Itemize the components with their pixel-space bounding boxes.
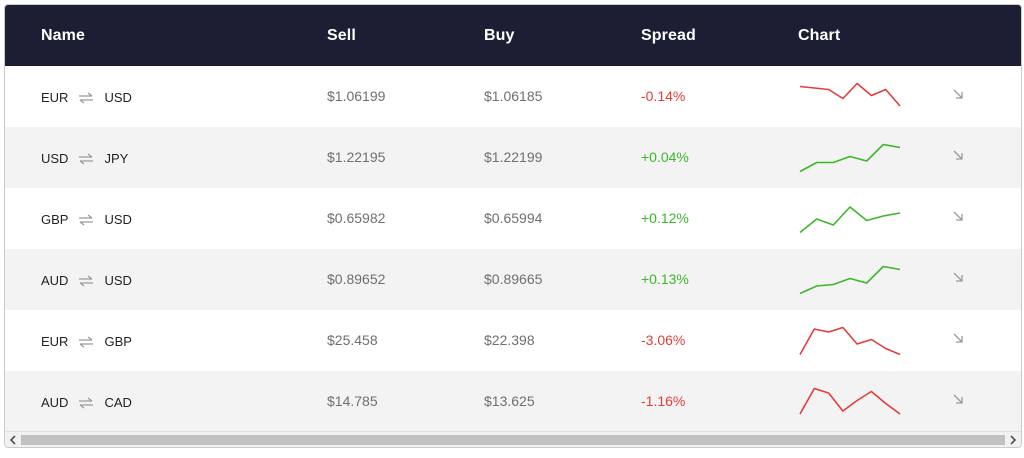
arrow-down-right-icon[interactable] (951, 331, 965, 345)
table-row[interactable]: AUD USD $0.89652 $0.89665 +0.13% (5, 249, 1021, 310)
sparkline-chart (799, 82, 901, 107)
base-currency: AUD (41, 273, 69, 288)
currency-pair: GBP USD (41, 212, 132, 227)
scroll-right-icon[interactable] (1005, 432, 1021, 447)
currency-pair: USD JPY (41, 151, 128, 166)
arrow-down-right-icon[interactable] (951, 87, 965, 101)
sparkline-chart (799, 326, 901, 356)
buy-price: $22.398 (484, 332, 535, 348)
swap-arrows-icon (78, 396, 94, 409)
header-chart: Chart (798, 27, 841, 44)
sell-price: $0.89652 (327, 271, 386, 287)
sparkline-line (799, 206, 901, 234)
sparkline-line (799, 143, 901, 173)
table-row[interactable]: EUR USD $1.06199 $1.06185 -0.14% (5, 66, 1021, 127)
sell-price: $25.458 (327, 332, 378, 348)
swap-arrows-icon (78, 274, 94, 287)
sparkline-chart (799, 143, 901, 173)
arrow-down-right-icon[interactable] (951, 392, 965, 406)
sparkline-line (799, 387, 901, 415)
quote-currency: GBP (104, 334, 132, 349)
swap-arrows-icon (78, 335, 94, 348)
table-row[interactable]: EUR GBP $25.458 $22.398 -3.06% (5, 310, 1021, 371)
spread-value: -0.14% (641, 88, 686, 104)
header-name[interactable]: Name (41, 27, 85, 44)
arrow-down-right-icon[interactable] (951, 270, 965, 284)
buy-price: $0.89665 (484, 271, 543, 287)
sparkline-chart (799, 206, 901, 234)
base-currency: USD (41, 151, 69, 166)
currency-pair: EUR GBP (41, 334, 132, 349)
base-currency: EUR (41, 90, 69, 105)
header-sell[interactable]: Sell (327, 27, 356, 44)
spread-value: -1.16% (641, 393, 686, 409)
base-currency: AUD (41, 395, 69, 410)
sparkline-line (799, 82, 901, 107)
swap-arrows-icon (78, 91, 94, 104)
table-header: Name Sell Buy Spread Chart (5, 5, 1021, 66)
buy-price: $1.22199 (484, 149, 543, 165)
quote-currency: USD (104, 212, 132, 227)
sparkline-chart (799, 387, 901, 415)
sell-price: $1.06199 (327, 88, 386, 104)
table-row[interactable]: AUD CAD $14.785 $13.625 -1.16% (5, 371, 1021, 432)
table-body: EUR USD $1.06199 $1.06185 -0.14% USD JPY $1.22… (5, 66, 1021, 432)
spread-value: +0.13% (641, 271, 689, 287)
sparkline-line (799, 265, 901, 295)
buy-price: $13.625 (484, 393, 535, 409)
currency-pair: EUR USD (41, 90, 132, 105)
buy-price: $0.65994 (484, 210, 543, 226)
sparkline-line (799, 326, 901, 356)
spread-value: +0.04% (641, 149, 689, 165)
quote-currency: JPY (104, 151, 129, 166)
sparkline-chart (799, 265, 901, 295)
scroll-left-icon[interactable] (5, 432, 21, 447)
sell-price: $14.785 (327, 393, 378, 409)
arrow-down-right-icon[interactable] (951, 148, 965, 162)
quote-currency: CAD (104, 395, 132, 410)
sell-price: $0.65982 (327, 210, 386, 226)
swap-arrows-icon (78, 213, 94, 226)
swap-arrows-icon (78, 152, 94, 165)
spread-value: +0.12% (641, 210, 689, 226)
spread-value: -3.06% (641, 332, 686, 348)
quote-currency: USD (104, 273, 132, 288)
buy-price: $1.06185 (484, 88, 543, 104)
header-buy[interactable]: Buy (484, 27, 515, 44)
rates-table: Name Sell Buy Spread Chart EUR USD $1.0619… (4, 4, 1022, 448)
base-currency: GBP (41, 212, 69, 227)
sell-price: $1.22195 (327, 149, 386, 165)
table-row[interactable]: USD JPY $1.22195 $1.22199 +0.04% (5, 127, 1021, 188)
base-currency: EUR (41, 334, 69, 349)
currency-pair: AUD CAD (41, 395, 132, 410)
currency-pair: AUD USD (41, 273, 132, 288)
scroll-thumb[interactable] (21, 435, 1005, 445)
horizontal-scrollbar[interactable] (5, 431, 1021, 447)
arrow-down-right-icon[interactable] (951, 209, 965, 223)
table-row[interactable]: GBP USD $0.65982 $0.65994 +0.12% (5, 188, 1021, 249)
quote-currency: USD (104, 90, 132, 105)
header-spread[interactable]: Spread (641, 27, 696, 44)
